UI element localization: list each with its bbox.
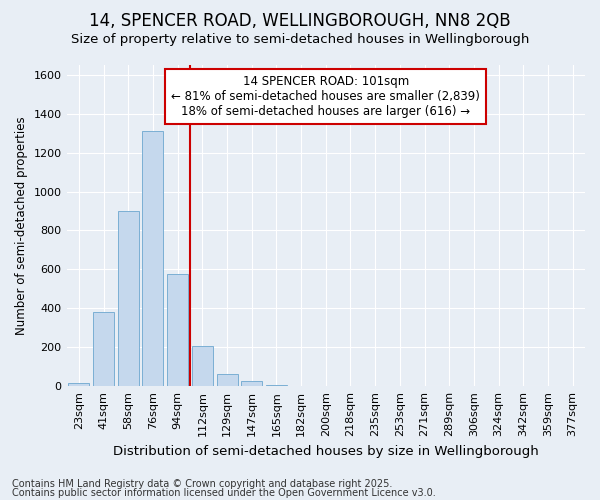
Text: Contains HM Land Registry data © Crown copyright and database right 2025.: Contains HM Land Registry data © Crown c… bbox=[12, 479, 392, 489]
Bar bbox=[192, 346, 213, 386]
Text: Contains public sector information licensed under the Open Government Licence v3: Contains public sector information licen… bbox=[12, 488, 436, 498]
Bar bbox=[266, 385, 287, 386]
Text: Size of property relative to semi-detached houses in Wellingborough: Size of property relative to semi-detach… bbox=[71, 32, 529, 46]
Bar bbox=[118, 211, 139, 386]
Bar bbox=[68, 384, 89, 386]
Text: 14 SPENCER ROAD: 101sqm
← 81% of semi-detached houses are smaller (2,839)
18% of: 14 SPENCER ROAD: 101sqm ← 81% of semi-de… bbox=[172, 74, 480, 118]
Bar bbox=[142, 131, 163, 386]
Bar bbox=[241, 382, 262, 386]
Y-axis label: Number of semi-detached properties: Number of semi-detached properties bbox=[15, 116, 28, 335]
Bar bbox=[217, 374, 238, 386]
X-axis label: Distribution of semi-detached houses by size in Wellingborough: Distribution of semi-detached houses by … bbox=[113, 444, 539, 458]
Bar bbox=[93, 312, 114, 386]
Text: 14, SPENCER ROAD, WELLINGBOROUGH, NN8 2QB: 14, SPENCER ROAD, WELLINGBOROUGH, NN8 2Q… bbox=[89, 12, 511, 30]
Bar bbox=[167, 274, 188, 386]
